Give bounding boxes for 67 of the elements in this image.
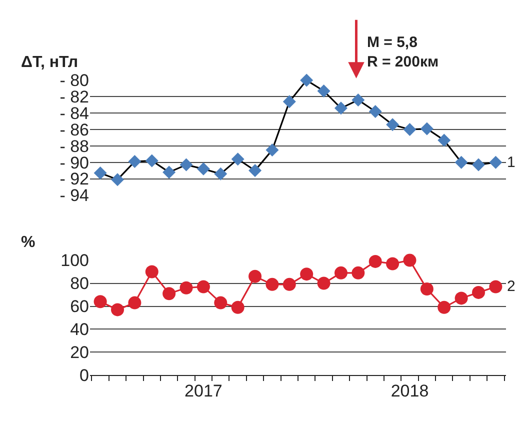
y-tick-label: - 90 [60,153,89,172]
point [111,303,124,316]
point [231,300,244,314]
point [128,296,142,310]
point [266,144,279,157]
y-axis-title: ΔT, нТл [21,54,78,71]
series-label: 2 [507,278,516,295]
y-axis-title: % [21,234,36,251]
point [111,173,124,186]
y-tick-label: - 82 [60,88,89,107]
point [94,295,107,308]
point [145,265,158,278]
point [334,102,348,115]
point [180,281,193,294]
y-tick-label: - 92 [60,170,89,189]
y-tick-label: 60 [70,297,89,316]
point [438,134,451,147]
point [214,296,228,310]
point [128,155,142,168]
point [368,104,382,118]
point [489,156,502,169]
point [334,266,348,280]
point [162,287,176,300]
x-tick-label: 2018 [390,382,429,401]
y-tick-label: 100 [60,251,89,270]
point [317,84,330,98]
x-tick-label: 2017 [184,382,222,401]
point [282,278,296,291]
point [248,164,262,178]
point [454,292,468,305]
point [231,152,244,166]
point [489,280,502,294]
point [352,266,365,280]
point [438,300,451,314]
point [162,166,176,179]
point [368,254,382,268]
point [386,257,400,270]
point [420,122,434,136]
point [266,278,279,291]
point [420,282,434,296]
y-tick-label: - 80 [60,71,89,90]
point [214,167,228,180]
point [94,166,107,180]
y-tick-label: 80 [70,274,89,294]
series-label: 1 [507,154,516,171]
point [403,254,416,267]
point [472,286,485,299]
point [472,158,485,172]
point [196,162,210,176]
point [196,280,210,294]
point [180,158,193,172]
point [300,74,314,87]
y-tick-label: - 88 [60,136,89,156]
point [403,123,416,136]
point [352,93,365,106]
point [282,95,296,108]
y-tick-label: 40 [70,320,89,340]
y-tick-label: - 94 [60,186,89,206]
point [300,268,314,281]
text: M = 5,8 R = 200км [367,34,439,70]
point [454,156,468,169]
point [317,276,330,290]
y-tick-label: 20 [70,343,89,362]
point [386,118,400,132]
y-tick-label: 0 [80,366,89,386]
point [145,154,158,168]
point [248,270,262,283]
